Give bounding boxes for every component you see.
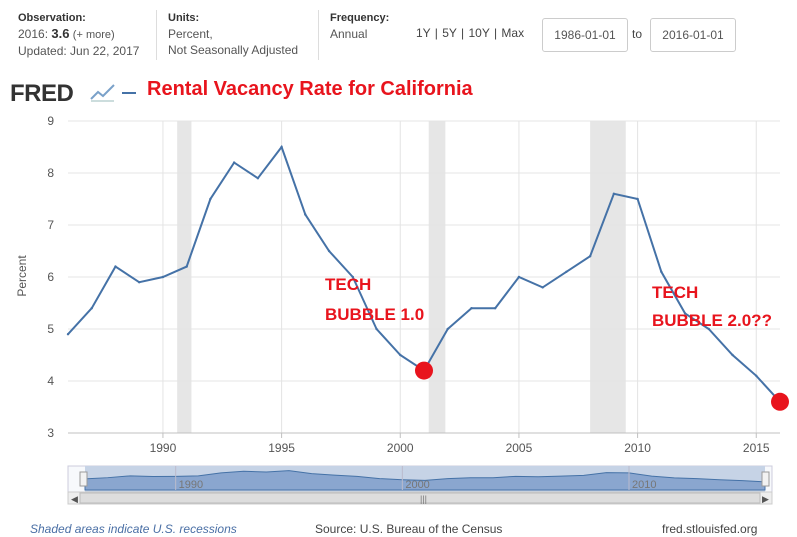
data-point	[541, 286, 544, 289]
start-date-input[interactable]: 1986-01-01	[542, 18, 628, 52]
scrollbar[interactable]: ◀ ▶ |||	[67, 491, 773, 505]
data-point	[517, 275, 521, 279]
series-line-swatch	[122, 92, 136, 94]
highlight-marker	[771, 392, 789, 411]
x-tick-label: 1990	[150, 441, 177, 455]
y-tick-label: 5	[47, 322, 54, 336]
scroll-left-arrow-icon[interactable]: ◀	[71, 494, 78, 504]
data-point	[446, 327, 449, 331]
graph-icon	[90, 84, 115, 102]
chart-title: Rental Vacancy Rate for California	[145, 78, 475, 101]
y-tick-label: 6	[47, 270, 54, 284]
header-divider	[318, 10, 319, 60]
data-point	[375, 327, 378, 331]
frequency-label: Frequency:	[330, 12, 390, 24]
end-date-input[interactable]: 2016-01-01	[650, 18, 736, 52]
data-point	[683, 312, 687, 315]
data-point	[327, 249, 331, 253]
x-tick-label: 2010	[624, 441, 651, 455]
more-link[interactable]: (+ more)	[72, 29, 115, 41]
navigator[interactable]: 1990 2000 2010	[67, 465, 773, 493]
data-point	[66, 333, 70, 336]
annotation-tech-bubble-1-line2: BUBBLE 1.0	[325, 305, 424, 324]
y-axis-label: Percent	[15, 255, 29, 297]
navigator-area	[84, 470, 766, 491]
data-point	[90, 307, 93, 310]
y-tick-label: 8	[47, 166, 54, 180]
data-point	[138, 281, 141, 284]
updated-date: Updated: Jun 22, 2017	[18, 44, 140, 58]
data-point	[185, 265, 188, 268]
data-point	[161, 275, 165, 279]
fred-logo[interactable]: FRED	[10, 80, 74, 107]
navigator-left-handle[interactable]	[79, 471, 88, 487]
data-point	[636, 197, 639, 201]
range-buttons[interactable]: 1Y | 5Y | 10Y | Max	[416, 26, 525, 40]
x-tick-label: 1995	[268, 441, 295, 455]
data-point	[565, 270, 568, 273]
site-link[interactable]: fred.stlouisfed.org	[662, 522, 758, 536]
navigator-tick-label: 2000	[405, 479, 429, 491]
data-point	[280, 145, 283, 149]
data-point	[232, 161, 236, 164]
recession-note[interactable]: Shaded areas indicate U.S. recessions	[30, 522, 237, 536]
x-tick-label: 2015	[743, 441, 770, 455]
observation-value: 3.6	[51, 26, 70, 41]
annotation-tech-bubble-1-line1: TECH	[325, 275, 371, 294]
units-label: Units:	[168, 12, 200, 24]
data-point	[612, 192, 616, 195]
y-tick-label: 3	[47, 426, 54, 440]
units-line2: Not Seasonally Adjusted	[168, 43, 299, 57]
navigator-tick-label: 2010	[632, 479, 656, 491]
navigator-right-handle[interactable]	[761, 471, 770, 487]
chart-header: Observation: 2016: 3.6 (+ more) Updated:…	[0, 0, 797, 70]
units-line1: Percent,	[168, 27, 213, 41]
annotation-tech-bubble-2-line2: BUBBLE 2.0??	[652, 311, 772, 330]
data-point	[470, 307, 473, 310]
frequency-block: Frequency: Annual	[330, 10, 389, 42]
y-tick-label: 7	[47, 218, 54, 232]
scroll-right-arrow-icon[interactable]: ▶	[762, 494, 769, 504]
source-note[interactable]: Source: U.S. Bureau of the Census	[315, 522, 503, 536]
title-bar: FRED Rental Vacancy Rate for California	[0, 74, 797, 108]
navigator-tick-label: 1990	[179, 479, 203, 491]
y-tick-label: 4	[47, 374, 54, 388]
highlight-marker	[415, 361, 433, 380]
observation-block: Observation: 2016: 3.6 (+ more) Updated:…	[18, 10, 139, 59]
data-point	[660, 270, 663, 273]
x-tick-label: 2000	[387, 441, 414, 455]
scrollbar-grip-icon[interactable]: |||	[420, 494, 427, 504]
to-label: to	[632, 27, 643, 41]
units-block: Units: Percent, Not Seasonally Adjusted	[168, 10, 298, 58]
y-tick-label: 9	[47, 114, 54, 128]
data-point	[351, 275, 354, 279]
observation-year: 2016:	[18, 27, 49, 41]
frequency-value[interactable]: Annual	[330, 27, 368, 41]
data-point	[209, 197, 212, 201]
data-point	[256, 177, 260, 180]
data-point	[707, 327, 710, 331]
data-point	[731, 353, 734, 357]
data-point	[114, 265, 117, 268]
data-point	[755, 374, 758, 377]
data-point	[304, 213, 307, 216]
data-point	[588, 255, 592, 258]
x-tick-label: 2005	[506, 441, 533, 455]
header-divider	[156, 10, 157, 60]
data-point	[399, 353, 402, 357]
scrollbar-thumb[interactable]	[79, 492, 761, 504]
observation-label: Observation:	[18, 12, 86, 24]
data-point	[494, 307, 497, 310]
annotation-tech-bubble-2-line1: TECH	[652, 283, 698, 302]
